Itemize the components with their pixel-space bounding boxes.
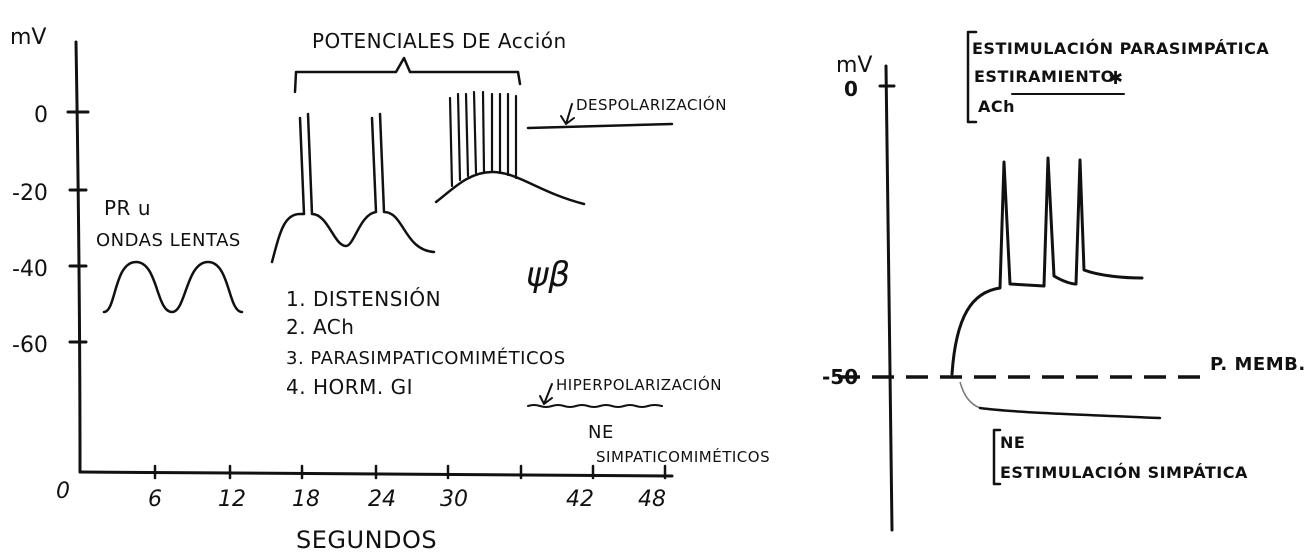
right-y-axis bbox=[884, 64, 894, 532]
scribble-mark: ψβ bbox=[526, 255, 570, 295]
right-y-unit: mV bbox=[836, 53, 872, 78]
sympathetic-bracket bbox=[992, 428, 1002, 486]
origin-label: 0 bbox=[56, 479, 70, 504]
list-item: 3. PARASIMPATICOMIMÉTICOS bbox=[286, 347, 566, 369]
membrane-potential-label: P. MEMB. bbox=[1210, 354, 1305, 375]
burst-base-trace bbox=[434, 170, 586, 206]
action-potentials-label: POTENCIALES DE Acción bbox=[312, 29, 567, 53]
ne-right-label: NE bbox=[1000, 433, 1025, 452]
x-axis-title: SEGUNDOS bbox=[296, 526, 437, 554]
x-label-18: 18 bbox=[292, 487, 320, 512]
sympathetic-stim-label: ESTIMULACIÓN SIMPÁTICA bbox=[1000, 463, 1248, 482]
left-y-axis bbox=[74, 40, 82, 474]
parasympathetic-stim-label: ESTIMULACIÓN PARASIMPÁTICA bbox=[972, 39, 1269, 58]
depolarization-label: DESPOLARIZACIÓN bbox=[576, 95, 727, 114]
depolarization-arrow bbox=[560, 103, 575, 125]
stimuli-list: 1. DISTENSIÓN 2. ACh 3. PARASIMPATICOMIM… bbox=[286, 287, 566, 399]
slow-waves-label-1: PR u bbox=[104, 196, 151, 220]
depolarization-line bbox=[526, 122, 674, 130]
hyperpolarization-line bbox=[527, 404, 663, 408]
right-y-label-0: 0 bbox=[844, 77, 858, 101]
hyperpolarization-arrow bbox=[539, 383, 553, 405]
slow-waves-trace bbox=[102, 260, 244, 314]
slow-waves-label-2: ONDAS LENTAS bbox=[96, 230, 241, 251]
stretch-label: ESTIRAMIENTO bbox=[974, 67, 1115, 86]
burst-spikes bbox=[448, 90, 518, 188]
x-label-6: 6 bbox=[148, 487, 162, 512]
right-panel: mV 0 -50 ESTIMULACIÓN PARASIMPÁTICA ESTI… bbox=[822, 30, 1305, 532]
list-item: 2. ACh bbox=[286, 315, 354, 339]
hyperpolarized-trace-faint bbox=[959, 381, 981, 409]
y-label-20: -20 bbox=[12, 181, 48, 206]
list-item: 4. HORM. GI bbox=[286, 375, 413, 399]
list-item: 1. DISTENSIÓN bbox=[286, 287, 441, 311]
left-panel: mV 0 -20 -40 -60 0 6 12 18 24 30 42 48 S… bbox=[10, 25, 770, 554]
y-label-0: 0 bbox=[34, 103, 48, 128]
hyperpolarization-label: HIPERPOLARIZACIÓN bbox=[556, 375, 722, 394]
spiking-waves-trace bbox=[270, 112, 436, 264]
action-potentials-bracket bbox=[293, 56, 522, 94]
x-tick-marks bbox=[153, 464, 667, 480]
x-tick-labels: 6 12 18 24 30 42 48 bbox=[148, 487, 666, 512]
left-y-unit: mV bbox=[10, 25, 46, 50]
y-label-60: -60 bbox=[12, 333, 48, 358]
x-label-30: 30 bbox=[440, 487, 468, 512]
stretch-asterisk-icon: ✱ bbox=[1108, 68, 1123, 89]
hyperpolarized-trace bbox=[978, 406, 1162, 420]
ne-label: NE bbox=[588, 422, 614, 443]
x-label-24: 24 bbox=[368, 487, 396, 512]
x-label-48: 48 bbox=[638, 487, 666, 512]
parasympathetic-bracket bbox=[966, 30, 978, 124]
x-label-42: 42 bbox=[566, 487, 594, 512]
ach-label: ACh bbox=[978, 97, 1015, 116]
y-label-40: -40 bbox=[12, 257, 48, 282]
depolarized-spike-trace bbox=[950, 156, 1144, 376]
sympathomimetics-label: SIMPATICOMIMÉTICOS bbox=[596, 447, 770, 466]
x-label-12: 12 bbox=[218, 487, 246, 512]
